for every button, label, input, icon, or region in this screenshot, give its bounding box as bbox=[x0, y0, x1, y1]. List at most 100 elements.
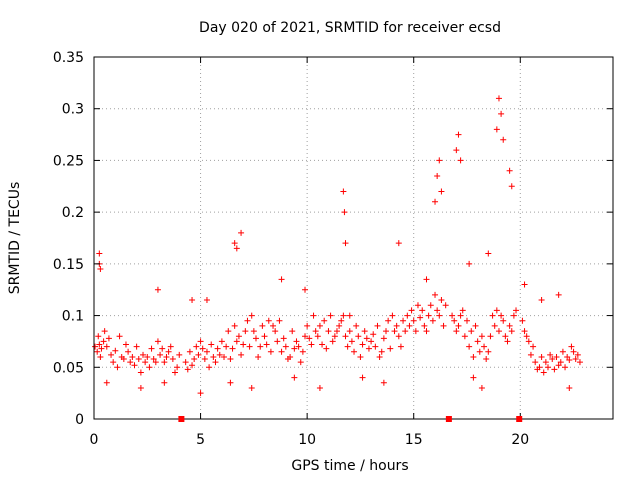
data-point bbox=[341, 209, 348, 216]
data-point bbox=[425, 312, 432, 319]
data-point bbox=[489, 312, 496, 319]
data-point bbox=[142, 359, 149, 366]
data-point bbox=[461, 333, 468, 340]
data-point bbox=[423, 328, 430, 335]
data-point bbox=[246, 343, 253, 350]
data-point bbox=[159, 345, 166, 352]
data-point bbox=[98, 345, 105, 352]
data-point bbox=[498, 110, 505, 117]
data-point bbox=[506, 322, 513, 329]
gap-marker bbox=[445, 416, 452, 422]
y-tick-label: 0 bbox=[75, 412, 84, 428]
data-point bbox=[453, 328, 460, 335]
data-point bbox=[203, 297, 210, 304]
data-point bbox=[453, 147, 460, 154]
data-point bbox=[137, 369, 144, 376]
data-point bbox=[174, 364, 181, 371]
data-point bbox=[370, 331, 377, 338]
data-point bbox=[257, 343, 264, 350]
data-point bbox=[225, 328, 232, 335]
data-point bbox=[414, 302, 421, 309]
data-point bbox=[316, 384, 323, 391]
data-point bbox=[429, 317, 436, 324]
data-point bbox=[103, 343, 110, 350]
data-point bbox=[470, 374, 477, 381]
data-point bbox=[120, 356, 127, 363]
data-point bbox=[412, 328, 419, 335]
data-point bbox=[400, 317, 407, 324]
data-point bbox=[282, 343, 289, 350]
data-point bbox=[103, 379, 110, 386]
data-point bbox=[519, 317, 526, 324]
data-point bbox=[182, 359, 189, 366]
data-point bbox=[570, 348, 577, 355]
data-point bbox=[340, 312, 347, 319]
data-point bbox=[459, 307, 466, 314]
data-point bbox=[368, 338, 375, 345]
data-point bbox=[265, 317, 272, 324]
data-point bbox=[481, 343, 488, 350]
data-point bbox=[508, 183, 515, 190]
data-point bbox=[304, 322, 311, 329]
data-point bbox=[238, 351, 245, 358]
data-point bbox=[466, 343, 473, 350]
data-point bbox=[510, 312, 517, 319]
data-point bbox=[513, 307, 520, 314]
data-point bbox=[244, 317, 251, 324]
data-point bbox=[329, 338, 336, 345]
y-tick-label: 0.35 bbox=[53, 50, 84, 66]
data-point bbox=[436, 157, 443, 164]
data-point bbox=[308, 341, 315, 348]
data-point bbox=[331, 333, 338, 340]
data-point bbox=[127, 359, 134, 366]
data-point bbox=[553, 353, 560, 360]
data-point bbox=[391, 328, 398, 335]
data-point bbox=[380, 335, 387, 342]
data-point bbox=[197, 338, 204, 345]
data-point bbox=[235, 333, 242, 340]
data-point bbox=[280, 335, 287, 342]
data-point bbox=[393, 322, 400, 329]
data-point bbox=[566, 384, 573, 391]
data-point bbox=[389, 312, 396, 319]
data-point bbox=[297, 359, 304, 366]
data-point bbox=[436, 312, 443, 319]
data-point bbox=[208, 341, 215, 348]
data-point bbox=[432, 198, 439, 205]
data-point bbox=[96, 341, 103, 348]
data-point bbox=[114, 364, 121, 371]
data-point bbox=[229, 345, 236, 352]
data-point bbox=[140, 351, 147, 358]
data-point bbox=[248, 384, 255, 391]
data-point bbox=[189, 297, 196, 304]
data-point bbox=[376, 353, 383, 360]
data-point bbox=[438, 188, 445, 195]
data-point bbox=[500, 136, 507, 143]
data-point bbox=[336, 322, 343, 329]
axis-ticks: 0 0.05 0.1 0.15 0.2 0.25 0.3 0.35 0 5 10 15 20 bbox=[53, 50, 613, 448]
data-point bbox=[323, 345, 330, 352]
data-point bbox=[259, 322, 266, 329]
data-point bbox=[365, 345, 372, 352]
data-point bbox=[137, 384, 144, 391]
data-point bbox=[555, 291, 562, 298]
data-point bbox=[363, 335, 370, 342]
data-point bbox=[478, 384, 485, 391]
data-point bbox=[291, 345, 298, 352]
data-point bbox=[346, 328, 353, 335]
gap-marker bbox=[516, 416, 523, 422]
data-point bbox=[346, 312, 353, 319]
data-point bbox=[144, 353, 151, 360]
data-point bbox=[212, 359, 219, 366]
data-point bbox=[372, 343, 379, 350]
data-point bbox=[110, 359, 117, 366]
gap-markers bbox=[178, 416, 523, 422]
data-point bbox=[440, 322, 447, 329]
data-point bbox=[457, 312, 464, 319]
data-point bbox=[387, 345, 394, 352]
data-point bbox=[521, 281, 528, 288]
data-point bbox=[189, 362, 196, 369]
data-point bbox=[310, 312, 317, 319]
data-point bbox=[231, 322, 238, 329]
